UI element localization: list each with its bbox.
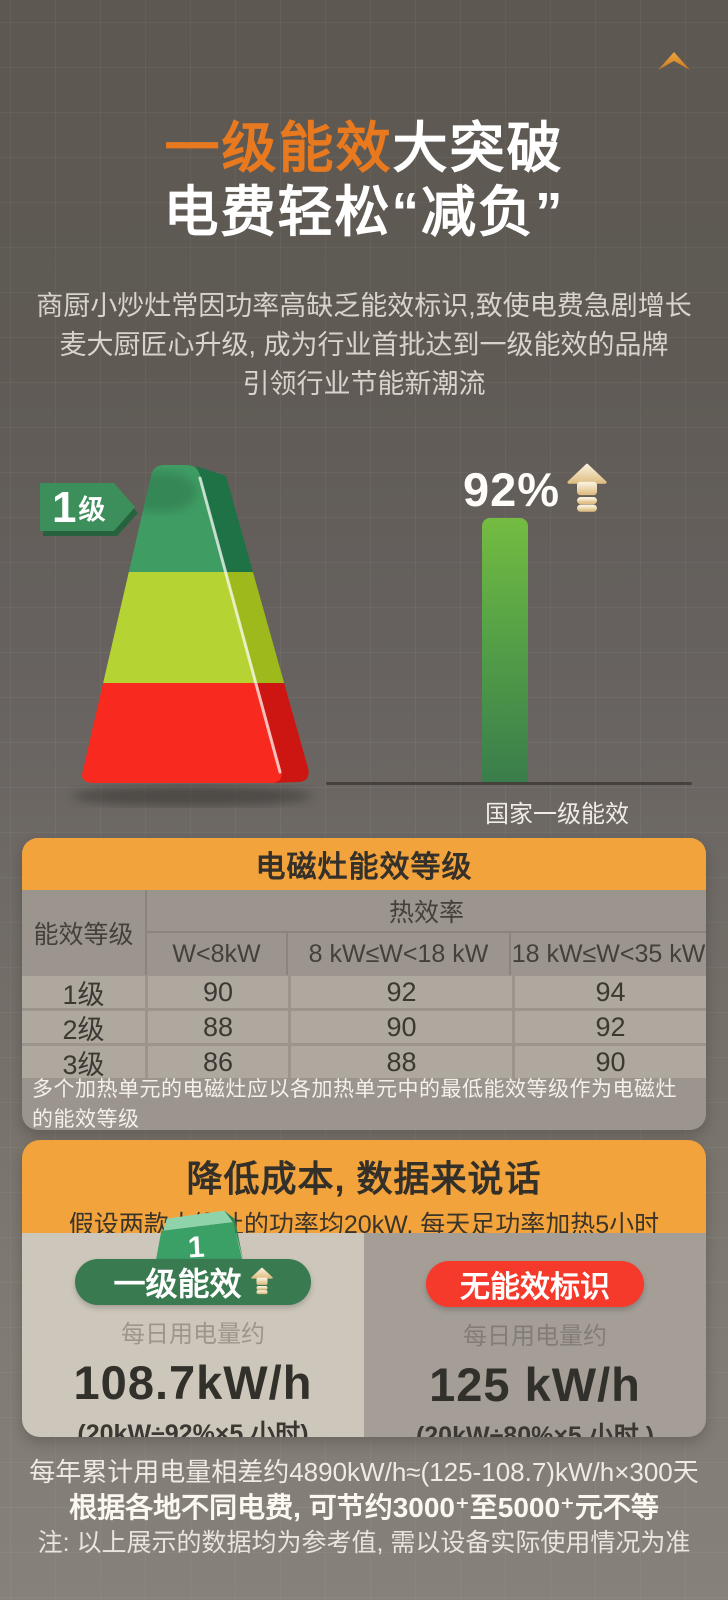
intro-line: 商厨小炒灶常因功率高缺乏能效标识,致使电费急剧增长	[36, 291, 692, 321]
column-subheader: W<8kW	[147, 933, 288, 975]
table-cell: 92	[291, 976, 512, 1008]
efficiency-graphic: 1级 92% 国家一级能效	[0, 430, 728, 830]
cost-columns: 1 一级能效 每日用电量约 108.7kW/h	[22, 1210, 706, 1437]
title-line2: 电费轻松“减负”	[163, 181, 565, 243]
footer-line: 每年累计用电量相差约4890kW/h≈(125-108.7)kW/h×300天	[29, 1457, 699, 1487]
column-subheader: 8 kW≤W<18 kW	[288, 933, 511, 975]
usage-formula: (20kW÷92%×5 小时)	[77, 1420, 309, 1437]
level-badge-text: 1级	[52, 483, 105, 532]
cost-card-header: 降低成本, 数据来说话 假设两款大锅灶的功率均20kW, 每天足功率加热5小时	[22, 1140, 706, 1239]
energy-pyramid-graphic: 1级	[40, 465, 312, 806]
footer-disclaimer: 注: 以上展示的数据均为参考值, 需以设备实际使用情况为准	[37, 1529, 691, 1557]
chart-baseline	[326, 782, 692, 785]
efficiency-table-card: 电磁灶能效等级 能效等级 热效率 W<8kW 8 kW≤W<18 kW 18 k…	[22, 838, 706, 1130]
pill-up-arrow-icon	[250, 1267, 273, 1295]
footer-savings-line: 根据各地不同电费, 可节约3000⁺至5000⁺元不等	[69, 1492, 659, 1523]
footer-notes: 每年累计用电量相差约4890kW/h≈(125-108.7)kW/h×300天 …	[0, 1454, 728, 1560]
table-cell: 88	[291, 1046, 512, 1078]
level1-column: 1 一级能效 每日用电量约 108.7kW/h	[22, 1210, 364, 1437]
bar-label: 国家一级能效	[485, 801, 629, 828]
no-label-pill: 无能效标识	[426, 1261, 644, 1307]
usage-formula: (20kW÷80%×5 小时 )	[415, 1422, 655, 1437]
daily-usage-label: 每日用电量约	[463, 1323, 607, 1350]
chevron-up-icon	[658, 52, 690, 70]
table-cell: 88	[148, 1011, 288, 1043]
table-cell: 90	[148, 976, 288, 1008]
table-title: 电磁灶能效等级	[22, 838, 706, 890]
table-cell: 94	[515, 976, 706, 1008]
table-cell: 2级	[22, 1011, 145, 1045]
daily-usage-value: 125 kW/h	[429, 1358, 641, 1411]
table-cell: 90	[515, 1046, 706, 1078]
column-header-level: 能效等级	[22, 890, 147, 975]
level1-pill: 一级能效	[75, 1259, 311, 1305]
intro-line: 引领行业节能新潮流	[242, 369, 486, 399]
no-label-column: 无能效标识 每日用电量约 125 kW/h (20kW÷80%×5 小时 )	[364, 1233, 706, 1437]
table-cell: 92	[515, 1011, 706, 1043]
daily-usage-value: 108.7kW/h	[73, 1356, 313, 1409]
back-to-top-button[interactable]	[654, 46, 694, 72]
column-group-header: 热效率	[147, 890, 706, 933]
mini-badge-text: 1	[187, 1231, 205, 1265]
table-header: 能效等级 热效率 W<8kW 8 kW≤W<18 kW 18 kW≤W<35 k…	[22, 890, 706, 975]
title-line1: 一级能效大突破	[0, 116, 728, 180]
table-body: 1级 90 92 94 2级 88 90 92 3级 86 88 90	[22, 976, 706, 1080]
column-subheader: 18 kW≤W<35 kW	[511, 939, 706, 968]
title-rest: 大突破	[392, 117, 564, 179]
table-note: 多个加热单元的电磁灶应以各加热单元中的最低能效等级作为电磁灶的能效等级	[32, 1078, 677, 1130]
intro-paragraph: 商厨小炒灶常因功率高缺乏能效标识,致使电费急剧增长 麦大厨匠心升级, 成为行业首…	[0, 287, 728, 404]
page-title: 一级能效大突破 电费轻松“减负”	[0, 116, 728, 244]
cost-card-title: 降低成本, 数据来说话	[186, 1158, 542, 1199]
cost-comparison-card: 降低成本, 数据来说话 假设两款大锅灶的功率均20kW, 每天足功率加热5小时 …	[22, 1140, 706, 1437]
level1-pill-label: 一级能效	[113, 1266, 242, 1302]
bar-value: 92%	[440, 462, 630, 517]
table-cell: 3级	[22, 1046, 145, 1080]
up-arrow-icon	[567, 463, 607, 512]
title-highlight: 一级能效	[164, 117, 393, 179]
table-cell: 86	[148, 1046, 288, 1078]
efficiency-bar	[482, 518, 528, 782]
table-cell: 1级	[22, 976, 145, 1010]
intro-line: 麦大厨匠心升级, 成为行业首批达到一级能效的品牌	[59, 330, 669, 360]
bar-value-text: 92%	[462, 463, 561, 516]
table-cell: 90	[291, 1011, 512, 1043]
level-badge: 1级	[40, 483, 138, 536]
daily-usage-label: 每日用电量约	[121, 1321, 265, 1348]
